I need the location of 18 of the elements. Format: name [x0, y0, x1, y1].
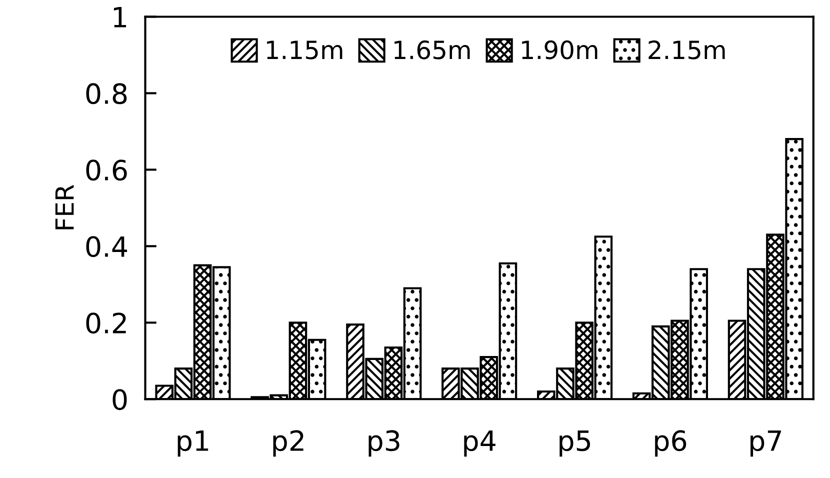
legend-label: 1.65m — [394, 40, 470, 60]
legend-label: 1.90m — [522, 40, 598, 60]
x-tick-label: p1 — [178, 430, 208, 457]
x-tick-label: p2 — [273, 430, 304, 457]
y-axis-title: FER — [55, 184, 74, 230]
x-tick-label: p5 — [560, 430, 590, 457]
y-tick-label: 0.6 — [86, 160, 127, 181]
x-tick-label: p6 — [655, 430, 686, 457]
legend-label: 1.15m — [267, 40, 342, 60]
x-tick-label: p7 — [750, 430, 781, 457]
x-tick-label: p3 — [368, 430, 400, 457]
y-tick-label: 0 — [112, 389, 127, 410]
legend-label: 2.15m — [648, 40, 725, 60]
y-tick-label: 1 — [114, 7, 126, 28]
x-tick-label: p4 — [464, 430, 496, 457]
y-tick-label: 0.2 — [86, 312, 126, 334]
y-tick-label: 0.8 — [86, 83, 127, 104]
y-tick-label: 0.4 — [86, 236, 128, 258]
